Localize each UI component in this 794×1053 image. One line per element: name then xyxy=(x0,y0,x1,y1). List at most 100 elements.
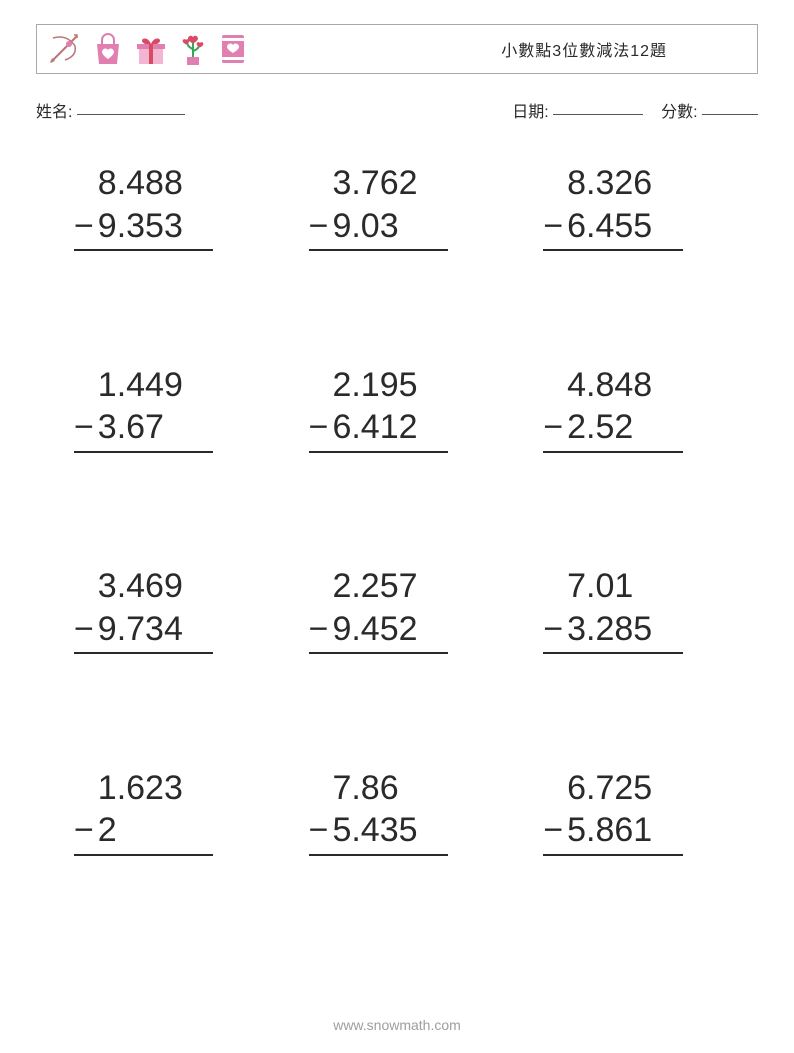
answer-blank[interactable] xyxy=(309,856,448,899)
minuend-value: 6.725 xyxy=(567,767,683,810)
subtrahend-row: −9.03 xyxy=(309,205,448,248)
minuend-row: 1.449 xyxy=(74,364,213,407)
minuend-row: 8.326 xyxy=(543,162,682,205)
problem-stack: 8.326−6.455 xyxy=(543,162,682,294)
footer-url: www.snowmath.com xyxy=(0,1017,794,1033)
problem-1: 8.488−9.353 xyxy=(74,162,265,294)
plant-hearts-icon xyxy=(179,31,207,67)
subtrahend-value: 2.52 xyxy=(567,406,683,449)
answer-blank[interactable] xyxy=(309,251,448,294)
problem-stack: 2.257−9.452 xyxy=(309,565,448,697)
name-blank[interactable] xyxy=(77,114,185,115)
minuend-sign xyxy=(543,162,567,205)
subtrahend-row: −3.67 xyxy=(74,406,213,449)
minuend-value: 1.449 xyxy=(98,364,214,407)
minuend-value: 7.86 xyxy=(332,767,448,810)
minuend-value: 8.488 xyxy=(98,162,214,205)
problem-stack: 4.848−2.52 xyxy=(543,364,682,496)
subtrahend-row: −9.452 xyxy=(309,608,448,651)
problem-11: 7.86−5.435 xyxy=(309,767,500,899)
problem-stack: 7.86−5.435 xyxy=(309,767,448,899)
minuend-value: 7.01 xyxy=(567,565,683,608)
minuend-sign xyxy=(74,162,98,205)
minuend-value: 4.848 xyxy=(567,364,683,407)
subtrahend-row: −5.435 xyxy=(309,809,448,852)
subtrahend-row: −6.455 xyxy=(543,205,682,248)
info-spacer xyxy=(185,98,512,122)
problem-stack: 6.725−5.861 xyxy=(543,767,682,899)
subtrahend-value: 6.455 xyxy=(567,205,683,248)
minuend-sign xyxy=(543,767,567,810)
answer-blank[interactable] xyxy=(309,654,448,697)
subtrahend-value: 9.452 xyxy=(332,608,448,651)
subtrahend-value: 9.353 xyxy=(98,205,214,248)
minuend-row: 3.762 xyxy=(309,162,448,205)
subtrahend-row: −2.52 xyxy=(543,406,682,449)
minuend-value: 8.326 xyxy=(567,162,683,205)
problem-stack: 1.449−3.67 xyxy=(74,364,213,496)
score-label: 分數: xyxy=(661,104,697,121)
minuend-value: 3.469 xyxy=(98,565,214,608)
score-field: 分數: xyxy=(661,98,758,122)
subtrahend-value: 3.285 xyxy=(567,608,683,651)
minuend-row: 3.469 xyxy=(74,565,213,608)
minuend-sign xyxy=(543,364,567,407)
problem-9: 7.01−3.285 xyxy=(543,565,734,697)
minuend-sign xyxy=(309,767,333,810)
minuend-value: 2.195 xyxy=(332,364,448,407)
header-icons xyxy=(47,31,247,67)
date-field: 日期: xyxy=(512,98,643,122)
minus-sign: − xyxy=(74,608,98,651)
minuend-row: 1.623 xyxy=(74,767,213,810)
minuend-row: 2.257 xyxy=(309,565,448,608)
subtrahend-value: 5.435 xyxy=(332,809,448,852)
info-row: 姓名: 日期: 分數: xyxy=(36,98,758,122)
subtrahend-row: −9.734 xyxy=(74,608,213,651)
answer-blank[interactable] xyxy=(543,453,682,496)
minus-sign: − xyxy=(74,809,98,852)
minuend-sign xyxy=(309,364,333,407)
gap xyxy=(643,98,661,122)
minuend-row: 8.488 xyxy=(74,162,213,205)
minus-sign: − xyxy=(543,205,567,248)
answer-blank[interactable] xyxy=(309,453,448,496)
book-heart-icon xyxy=(219,32,247,66)
score-blank[interactable] xyxy=(702,114,758,115)
minuend-value: 3.762 xyxy=(332,162,448,205)
answer-blank[interactable] xyxy=(74,856,213,899)
minuend-value: 2.257 xyxy=(332,565,448,608)
problem-5: 2.195−6.412 xyxy=(309,364,500,496)
gift-icon xyxy=(135,32,167,66)
minus-sign: − xyxy=(309,406,333,449)
minuend-sign xyxy=(74,565,98,608)
subtrahend-row: −2 xyxy=(74,809,213,852)
problem-10: 1.623−2 xyxy=(74,767,265,899)
subtrahend-row: −5.861 xyxy=(543,809,682,852)
answer-blank[interactable] xyxy=(74,453,213,496)
problem-8: 2.257−9.452 xyxy=(309,565,500,697)
problem-stack: 7.01−3.285 xyxy=(543,565,682,697)
bag-heart-icon xyxy=(93,32,123,66)
subtrahend-row: −3.285 xyxy=(543,608,682,651)
answer-blank[interactable] xyxy=(543,251,682,294)
answer-blank[interactable] xyxy=(543,654,682,697)
problem-3: 8.326−6.455 xyxy=(543,162,734,294)
subtrahend-value: 9.734 xyxy=(98,608,214,651)
answer-blank[interactable] xyxy=(543,856,682,899)
name-field: 姓名: xyxy=(36,98,185,122)
minus-sign: − xyxy=(543,406,567,449)
minuend-row: 6.725 xyxy=(543,767,682,810)
problem-12: 6.725−5.861 xyxy=(543,767,734,899)
problem-stack: 8.488−9.353 xyxy=(74,162,213,294)
minuend-sign xyxy=(309,565,333,608)
problem-6: 4.848−2.52 xyxy=(543,364,734,496)
date-blank[interactable] xyxy=(553,114,643,115)
minus-sign: − xyxy=(309,809,333,852)
minus-sign: − xyxy=(74,406,98,449)
answer-blank[interactable] xyxy=(74,654,213,697)
minuend-sign xyxy=(74,767,98,810)
minuend-sign xyxy=(543,565,567,608)
answer-blank[interactable] xyxy=(74,251,213,294)
subtrahend-row: −6.412 xyxy=(309,406,448,449)
minuend-row: 7.86 xyxy=(309,767,448,810)
